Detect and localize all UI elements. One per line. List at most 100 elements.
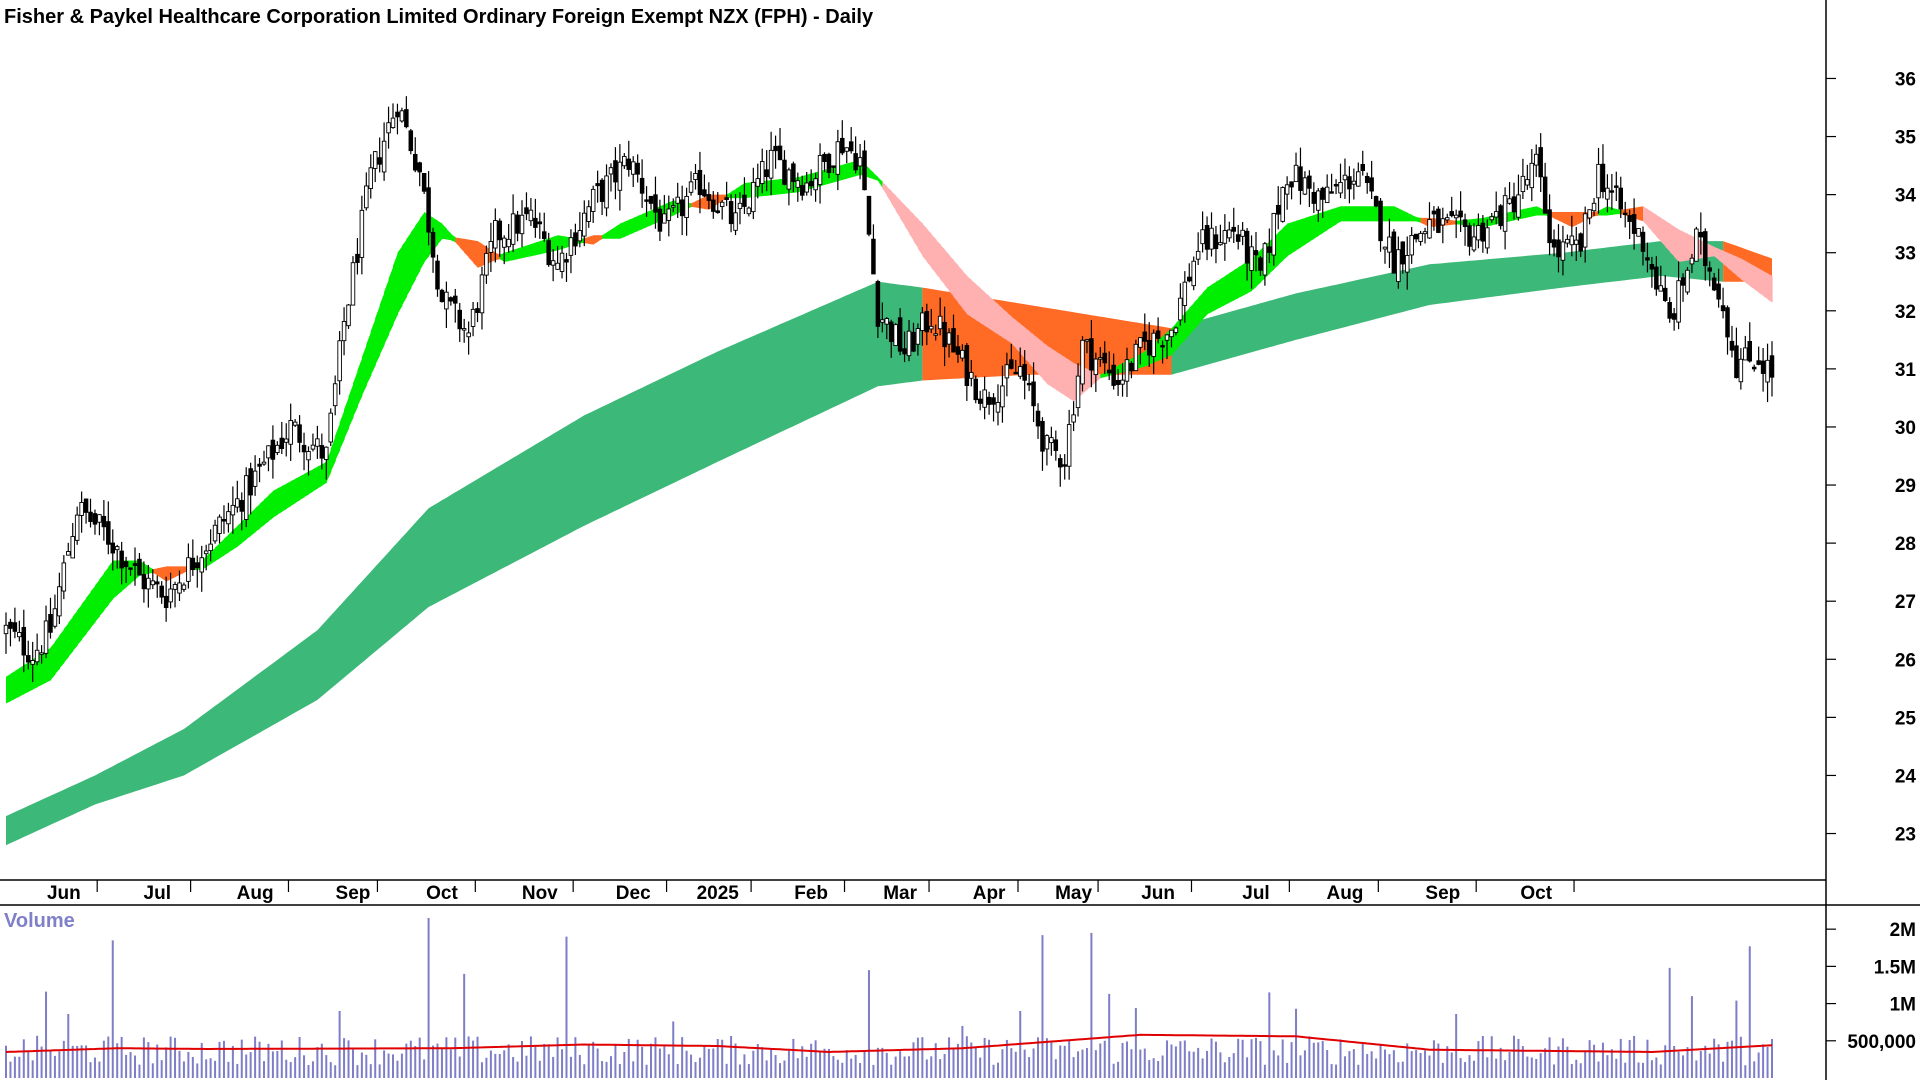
short-band-segment: [610, 226, 617, 239]
short-band-segment: [299, 473, 305, 501]
short-band-segment: [1193, 297, 1199, 330]
short-band-segment: [1389, 206, 1395, 222]
candle-body: [1387, 236, 1392, 253]
short-band-segment: [606, 229, 612, 239]
short-band-segment: [1229, 270, 1235, 303]
short-band-segment: [1536, 206, 1542, 216]
volume-panel: 500,000 1M 1.5M 2M: [5, 918, 1916, 1078]
short-band-segment: [112, 560, 118, 599]
candle-body: [1680, 277, 1686, 286]
candle-body: [1227, 229, 1232, 239]
candle-body: [377, 157, 382, 165]
candle-body: [1204, 225, 1210, 250]
short-band-segment: [393, 252, 399, 325]
short-band-segment: [1571, 212, 1577, 228]
candle-body: [1369, 177, 1374, 192]
candle-body: [337, 340, 342, 382]
short-band-segment: [103, 566, 109, 611]
short-band-segment: [1745, 261, 1751, 287]
candle-body: [17, 632, 22, 638]
candle-body: [386, 122, 391, 134]
short-band-segment: [1349, 206, 1355, 222]
candle-body: [1235, 234, 1241, 242]
candle-body: [110, 542, 116, 554]
short-band-segment: [1046, 345, 1052, 387]
short-band-segment: [94, 579, 101, 623]
short-band-segment: [642, 212, 648, 230]
candle-body: [515, 214, 520, 234]
candle-body: [1743, 347, 1748, 361]
x-tick-label: Apr: [973, 883, 1006, 904]
short-band-segment: [277, 486, 283, 515]
short-band-segment: [553, 235, 559, 252]
short-band-segment: [1184, 307, 1190, 340]
x-tick-label: Sep: [336, 883, 371, 904]
candle-body: [66, 551, 71, 556]
candle-body: [937, 315, 943, 330]
candle-body: [1551, 239, 1557, 248]
short-band-segment: [304, 471, 310, 498]
candle-body: [283, 438, 289, 443]
candle-body: [524, 207, 529, 215]
candle-body: [128, 567, 133, 570]
candle-body: [1520, 175, 1526, 193]
candle-body: [70, 536, 75, 559]
short-band-segment: [441, 223, 447, 240]
candle-body: [208, 543, 213, 552]
short-band-segment: [1656, 214, 1662, 242]
short-band-segment: [419, 212, 425, 271]
candle-body: [1249, 246, 1254, 271]
short-band-segment: [23, 662, 29, 695]
candle-body: [1031, 381, 1036, 407]
short-band-segment: [210, 547, 216, 565]
candle-body: [1062, 464, 1067, 467]
candle-body: [448, 297, 454, 302]
volume-y-tick-label: 500,000: [1847, 1032, 1916, 1053]
candle-body: [1084, 339, 1090, 342]
candle-body: [1302, 177, 1308, 195]
short-band-segment: [450, 233, 456, 243]
short-band-segment: [717, 194, 723, 204]
candle-body: [97, 514, 102, 523]
candle-body: [1093, 358, 1099, 376]
candle-body: [613, 160, 618, 183]
candle-body: [1614, 185, 1619, 188]
candle-body: [399, 110, 405, 122]
short-band-segment: [1527, 207, 1533, 218]
short-band-segment: [1318, 212, 1324, 236]
candle-body: [230, 504, 236, 516]
short-band-segment: [962, 270, 968, 315]
candle-body: [368, 167, 374, 189]
candle-body: [1400, 241, 1406, 265]
candle-body: [1462, 219, 1468, 228]
candle-body: [1498, 205, 1503, 227]
short-band-segment: [886, 186, 892, 204]
candle-body: [1075, 375, 1081, 409]
candle-body: [1200, 229, 1205, 245]
y-tick-label: 32: [1895, 302, 1916, 323]
candle-body: [920, 312, 925, 331]
short-band-segment: [1683, 231, 1689, 262]
candle-body: [332, 383, 338, 407]
short-band-segment: [352, 370, 359, 418]
candle-body: [773, 145, 778, 152]
short-band-segment: [1602, 206, 1609, 216]
short-band-segment: [504, 251, 510, 263]
candle-body: [831, 165, 836, 168]
short-band-segment: [335, 422, 341, 461]
candle-body: [1178, 297, 1183, 321]
candle-body: [559, 252, 565, 272]
short-band-segment: [940, 244, 946, 286]
candle-body: [995, 402, 1001, 413]
candle-body: [862, 150, 867, 191]
candle-body: [1022, 364, 1027, 381]
short-band-segment: [1064, 357, 1070, 399]
candle-body: [1689, 257, 1695, 265]
candle-body: [1404, 255, 1410, 273]
candle-body: [319, 445, 325, 459]
short-band-segment: [1687, 233, 1693, 261]
short-band-segment: [228, 530, 234, 553]
short-band-segment: [557, 235, 563, 251]
candle-body: [1187, 276, 1192, 282]
candle-body: [897, 317, 903, 352]
